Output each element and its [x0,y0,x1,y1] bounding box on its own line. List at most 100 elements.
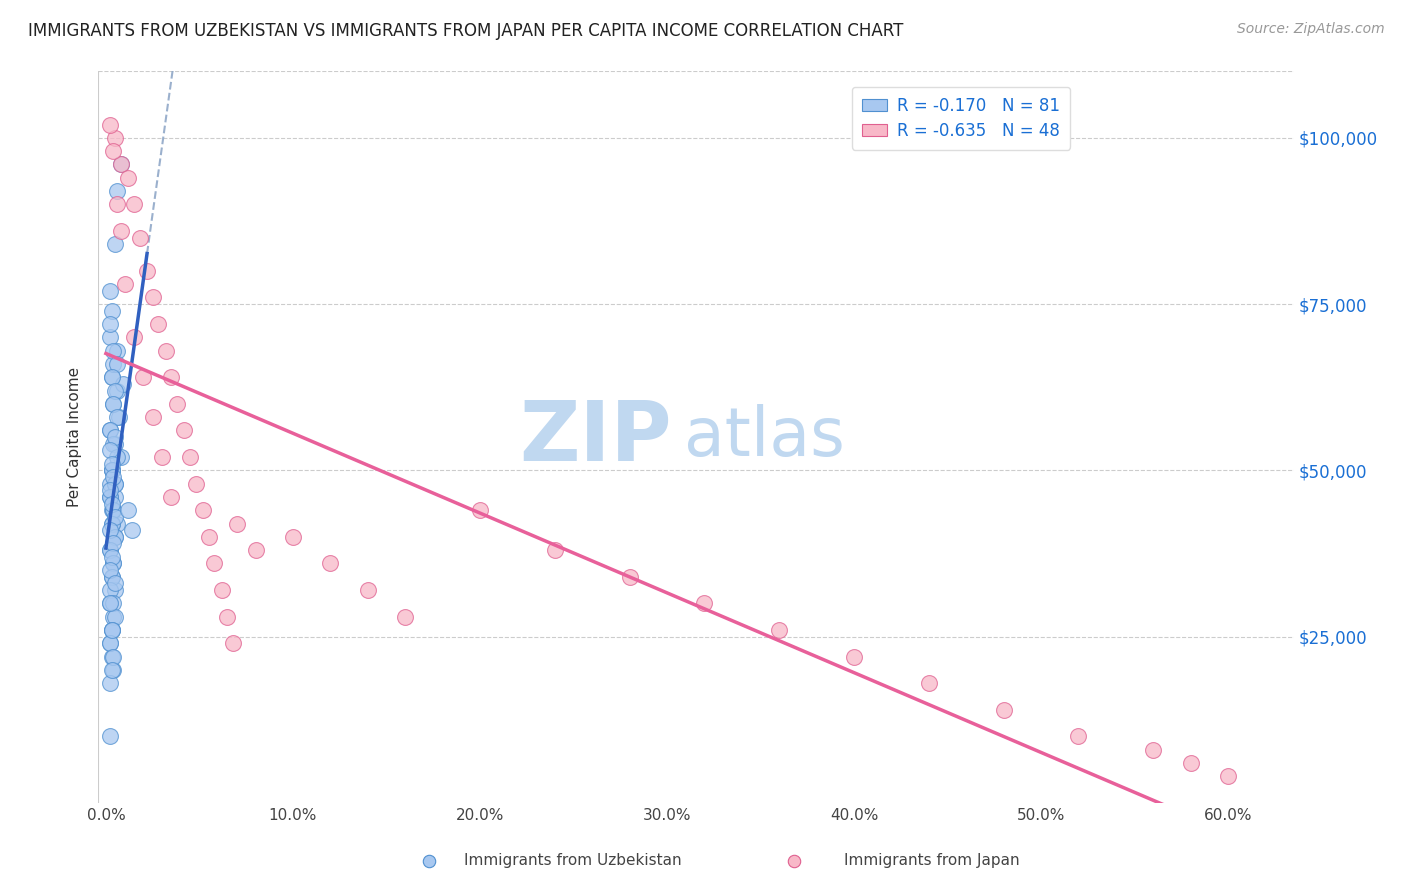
Text: Immigrants from Japan: Immigrants from Japan [844,854,1019,868]
Point [104,576,127,591]
Point [98,490,121,504]
Point [110,157,132,171]
Point [103,557,125,571]
Point [768,623,790,637]
Point [98,543,121,558]
Point [100,663,122,677]
Point [105,357,128,371]
Point [211,582,233,597]
Point [117,170,139,185]
Point [110,224,132,238]
Point [100,623,122,637]
Point [100,649,122,664]
Point [142,290,165,304]
Point [104,609,127,624]
Point [98,729,121,743]
Point [103,397,125,411]
Point [103,503,125,517]
Point [202,557,225,571]
Point [1216,769,1239,783]
Point [98,424,121,438]
Point [98,284,121,298]
Point [103,649,125,664]
Point [155,343,177,358]
Text: Source: ZipAtlas.com: Source: ZipAtlas.com [1237,22,1385,37]
Point [98,636,121,650]
Point [1067,729,1090,743]
Point [98,582,121,597]
Point [357,582,380,597]
Point [114,277,136,292]
Point [100,463,122,477]
Point [104,237,127,252]
Point [103,357,125,371]
Point [104,530,127,544]
Point [105,184,128,198]
Point [105,343,128,358]
Point [104,530,127,544]
Point [179,450,201,464]
Point [100,497,122,511]
Point [98,317,121,331]
Point [105,384,128,398]
Point [619,570,641,584]
Point [98,330,121,344]
Point [105,197,128,211]
Point [100,463,122,477]
Point [103,503,125,517]
Point [544,543,567,558]
Point [160,490,183,504]
Point [100,503,122,517]
Point [104,476,127,491]
Point [842,649,865,664]
Point [100,457,122,471]
Point [100,570,122,584]
Point [100,370,122,384]
Point [245,543,267,558]
Point [105,516,128,531]
Point [160,370,183,384]
Point [103,663,125,677]
Point [103,343,125,358]
Point [693,596,716,610]
Point [100,463,122,477]
Point [98,476,121,491]
Point [98,676,121,690]
Point [110,157,132,171]
Point [98,596,121,610]
Point [783,854,806,868]
Point [1142,742,1164,756]
Point [100,516,122,531]
Point [98,543,121,558]
Point [103,470,125,484]
Point [122,330,145,344]
Point [136,264,159,278]
Point [104,582,127,597]
Point [394,609,416,624]
Point [993,703,1015,717]
Point [104,490,127,504]
Point [110,450,132,464]
Point [173,424,195,438]
Point [122,197,145,211]
Text: IMMIGRANTS FROM UZBEKISTAN VS IMMIGRANTS FROM JAPAN PER CAPITA INCOME CORRELATIO: IMMIGRANTS FROM UZBEKISTAN VS IMMIGRANTS… [28,22,904,40]
Text: ZIP: ZIP [520,397,672,477]
Point [98,483,121,498]
Point [100,516,122,531]
Point [197,530,219,544]
Point [111,376,134,391]
Point [184,476,207,491]
Point [98,596,121,610]
Point [128,230,150,244]
Text: Immigrants from Uzbekistan: Immigrants from Uzbekistan [464,854,682,868]
Point [918,676,941,690]
Point [150,450,173,464]
Point [100,623,122,637]
Point [121,523,143,537]
Point [103,144,125,158]
Point [100,370,122,384]
Point [117,503,139,517]
Point [319,557,342,571]
Point [217,609,239,624]
Point [98,424,121,438]
